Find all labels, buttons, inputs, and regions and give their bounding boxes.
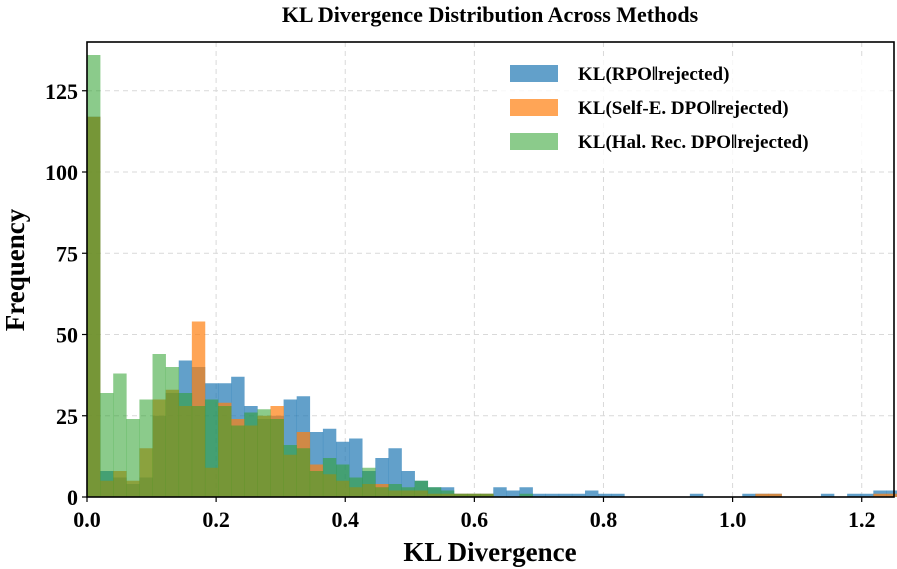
- bar-hal-rec-dpo-23: [388, 484, 402, 497]
- bar-hal-rec-dpo-30: [480, 493, 494, 497]
- bar-hal-rec-dpo-19: [336, 464, 350, 497]
- bar-hal-rec-dpo-28: [453, 493, 468, 497]
- bar-hal-rec-dpo-3: [126, 419, 140, 497]
- bar-rpo-31: [493, 487, 507, 497]
- legend-swatch-rpo: [510, 65, 558, 82]
- bar-self-e-dpo-52: [768, 493, 782, 497]
- bar-rpo-35: [545, 493, 560, 497]
- x-ticks: 0.0 0.2 0.4 0.6 0.8 1.0 1.2: [73, 497, 875, 532]
- bar-rpo-59: [860, 493, 874, 497]
- x-tick-label-6: 1.2: [848, 507, 876, 532]
- bar-hal-rec-dpo-26: [427, 487, 442, 497]
- bar-hal-rec-dpo-5: [152, 354, 166, 497]
- x-tick-label-0: 0.0: [73, 507, 101, 532]
- x-tick-label-5: 1.0: [719, 507, 747, 532]
- bars: [87, 55, 897, 497]
- legend-swatch-hal-rec-dpo: [510, 133, 558, 150]
- bar-rpo-58: [847, 493, 861, 497]
- bar-rpo-32: [506, 490, 520, 497]
- bar-hal-rec-dpo-25: [414, 480, 429, 497]
- bar-hal-rec-dpo-7: [178, 393, 193, 497]
- bar-hal-rec-dpo-29: [467, 493, 481, 497]
- bar-rpo-34: [532, 493, 546, 497]
- bar-rpo-33: [519, 487, 533, 497]
- bar-hal-rec-dpo-0: [87, 55, 101, 497]
- x-axis-label: KL Divergence: [403, 537, 576, 567]
- bar-hal-rec-dpo-8: [191, 406, 206, 497]
- y-tick-label-1: 25: [56, 404, 78, 429]
- bar-rpo-36: [558, 493, 573, 497]
- legend-swatch-self-e-dpo: [510, 99, 558, 116]
- bar-hal-rec-dpo-27: [440, 490, 455, 497]
- chart-title: KL Divergence Distribution Across Method…: [282, 2, 699, 27]
- bar-self-e-dpo-51: [755, 493, 769, 497]
- bar-hal-rec-dpo-21: [362, 467, 376, 497]
- bar-self-e-dpo-60: [873, 493, 887, 497]
- bar-rpo-56: [820, 493, 835, 497]
- bar-hal-rec-dpo-13: [257, 409, 271, 497]
- y-axis-label: Frequency: [0, 208, 30, 331]
- plot-frame: [86, 41, 895, 498]
- y-ticks: 0 25 50 75 100 125: [45, 79, 87, 510]
- bar-hal-rec-dpo-15: [283, 445, 297, 497]
- legend-label-hal-rec-dpo: KL(Hal. Rec. DPO‖rejected): [578, 132, 809, 153]
- bar-hal-rec-dpo-2: [113, 373, 127, 497]
- bar-hal-rec-dpo-18: [322, 458, 337, 497]
- bar-hal-rec-dpo-4: [139, 399, 153, 497]
- legend: KL(RPO‖rejected) KL(Self-E. DPO‖rejected…: [498, 60, 890, 164]
- bar-hal-rec-dpo-33: [519, 493, 533, 497]
- bar-hal-rec-dpo-17: [309, 471, 324, 497]
- legend-background: [498, 60, 890, 164]
- bar-rpo-46: [689, 493, 704, 497]
- x-tick-label-2: 0.4: [331, 507, 359, 532]
- bar-hal-rec-dpo-14: [270, 419, 284, 497]
- bar-rpo-39: [598, 493, 612, 497]
- bar-rpo-38: [585, 490, 599, 497]
- y-tick-label-0: 0: [67, 485, 78, 510]
- legend-label-rpo: KL(RPO‖rejected): [578, 64, 729, 85]
- bar-hal-rec-dpo-24: [401, 487, 415, 497]
- y-tick-label-2: 50: [56, 323, 78, 348]
- x-tick-label-1: 0.2: [202, 507, 230, 532]
- bar-hal-rec-dpo-16: [296, 448, 311, 497]
- x-tick-label-3: 0.6: [461, 507, 489, 532]
- bar-hal-rec-dpo-9: [204, 399, 219, 497]
- bar-rpo-50: [742, 493, 756, 497]
- bar-self-e-dpo-61: [886, 493, 897, 497]
- bar-hal-rec-dpo-20: [349, 477, 363, 497]
- series-hal-rec-dpo: [87, 55, 533, 497]
- bar-hal-rec-dpo-1: [100, 393, 114, 497]
- y-tick-label-3: 75: [56, 241, 78, 266]
- legend-label-self-e-dpo: KL(Self-E. DPO‖rejected): [578, 98, 789, 119]
- bar-hal-rec-dpo-6: [165, 367, 180, 497]
- x-tick-label-4: 0.8: [590, 507, 618, 532]
- y-tick-label-4: 100: [45, 160, 78, 185]
- bar-hal-rec-dpo-11: [231, 425, 245, 497]
- bar-hal-rec-dpo-10: [218, 406, 232, 497]
- bar-hal-rec-dpo-12: [244, 412, 258, 497]
- y-tick-label-5: 125: [45, 79, 78, 104]
- bar-hal-rec-dpo-22: [375, 487, 389, 497]
- bar-rpo-37: [571, 493, 586, 497]
- bar-rpo-40: [611, 493, 625, 497]
